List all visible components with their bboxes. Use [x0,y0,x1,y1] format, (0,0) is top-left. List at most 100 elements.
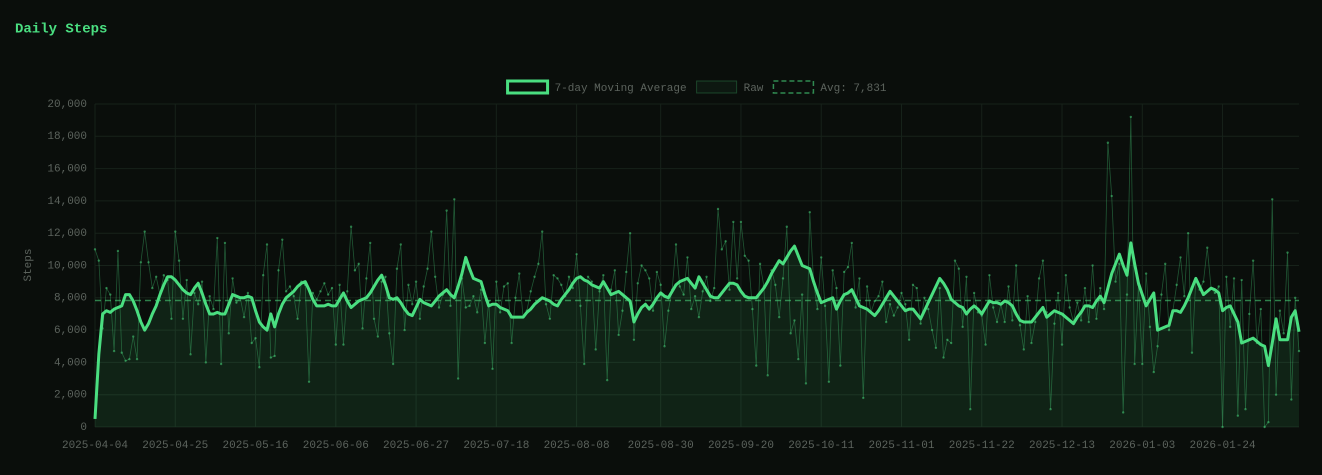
raw-point [984,343,987,346]
raw-point [865,285,869,288]
y-axis-label: Steps [23,248,35,281]
raw-point [839,364,842,367]
raw-point [1225,275,1228,279]
raw-point [330,286,334,290]
raw-point [949,341,953,345]
raw-point [456,377,460,380]
x-tick-label: 2025-11-22 [949,440,1015,452]
raw-point [391,362,395,366]
raw-point [1133,362,1136,366]
raw-point [816,307,819,311]
raw-point [1144,272,1148,275]
raw-point [586,275,590,279]
raw-point [212,307,215,311]
raw-point [319,290,322,293]
raw-point [621,309,624,312]
y-tick-label: 0 [80,422,87,434]
raw-point [747,259,750,262]
x-tick-label: 2025-11-01 [868,440,934,452]
raw-point [1053,322,1056,325]
raw-point [414,280,418,283]
raw-point [277,269,280,272]
raw-point [800,293,804,296]
raw-point [246,291,250,295]
raw-point [346,290,349,293]
raw-point [1106,141,1110,144]
raw-point [946,338,949,341]
raw-point [353,269,357,272]
raw-point [342,343,345,346]
raw-point [602,273,605,277]
raw-point [774,283,777,287]
raw-point [777,315,781,319]
raw-point [491,367,494,371]
raw-point [556,277,559,280]
raw-point [1060,343,1064,346]
raw-point [713,286,716,290]
raw-point [143,230,146,233]
raw-point [445,209,448,212]
raw-point [338,283,341,287]
raw-point [1240,278,1243,282]
raw-point [1114,280,1117,283]
raw-point [942,356,945,359]
raw-point [781,277,785,280]
raw-point [965,275,968,279]
x-tick-label: 2025-08-30 [628,440,694,452]
raw-point [862,396,865,400]
legend-label: Raw [744,83,764,95]
raw-point [1141,362,1144,366]
raw-point [724,240,727,243]
raw-point [193,291,196,295]
raw-point [510,341,513,345]
raw-point [755,364,758,367]
raw-point [583,362,586,366]
raw-point [1217,285,1220,288]
raw-point [1290,398,1293,401]
raw-point [720,248,724,251]
raw-point [854,306,857,309]
raw-point [1087,320,1090,324]
raw-point [1274,393,1278,396]
raw-point [185,278,188,282]
moving-average-line [93,241,1301,420]
raw-point [919,322,922,325]
raw-point [1030,341,1033,345]
x-tick-label: 2026-01-03 [1109,440,1175,452]
raw-point [105,286,108,290]
raw-point [208,294,211,298]
raw-point [888,303,892,306]
y-tick-label: 2,000 [54,390,87,402]
raw-point [1267,420,1270,424]
raw-point [502,285,506,288]
raw-point [1221,425,1224,429]
raw-point [808,211,811,214]
raw-point [1110,194,1113,198]
raw-point [326,293,330,296]
raw-point [254,336,257,340]
raw-point [1064,273,1068,277]
raw-point [472,294,475,298]
raw-point [1011,319,1014,322]
raw-point [594,348,597,351]
raw-point [900,291,903,295]
raw-point [139,261,143,264]
raw-point [1236,414,1240,417]
x-tick-label: 2025-12-13 [1029,440,1095,452]
raw-point [735,277,739,280]
raw-point [1018,324,1022,327]
raw-point [506,282,509,285]
raw-point [885,320,888,324]
raw-point [632,338,636,341]
raw-point [785,225,789,228]
raw-point [640,264,643,267]
raw-point [395,267,399,270]
raw-point [701,290,704,293]
raw-point [1248,312,1251,316]
raw-point [663,345,666,348]
raw-point [1160,293,1163,296]
raw-point [250,341,253,345]
raw-point [1229,325,1232,329]
raw-point [227,332,230,335]
